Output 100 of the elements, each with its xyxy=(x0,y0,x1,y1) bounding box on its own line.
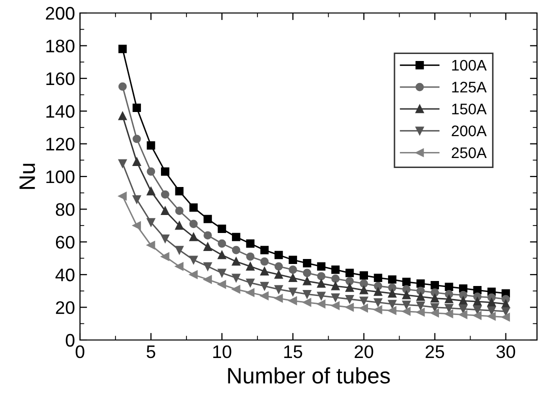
x-tick-label: 20 xyxy=(354,345,374,358)
point xyxy=(430,308,439,318)
point xyxy=(374,298,382,307)
point xyxy=(160,167,170,176)
point xyxy=(274,250,283,260)
point xyxy=(204,231,212,240)
point xyxy=(459,290,468,300)
point xyxy=(160,252,170,261)
point xyxy=(331,282,340,290)
point xyxy=(317,279,326,288)
point xyxy=(189,270,198,279)
x-tick-label: 30 xyxy=(496,345,516,358)
point xyxy=(260,267,269,276)
point xyxy=(218,280,226,289)
y-tick-label: 120 xyxy=(46,138,74,151)
legend-label: 150A xyxy=(452,104,487,114)
point xyxy=(288,288,298,296)
point xyxy=(260,282,269,290)
point xyxy=(146,141,156,150)
point xyxy=(402,300,411,310)
point xyxy=(246,278,254,287)
y-tick-label: 180 xyxy=(46,40,74,52)
point xyxy=(331,302,340,310)
point xyxy=(160,206,170,215)
point xyxy=(345,284,354,292)
point xyxy=(473,306,482,314)
point xyxy=(388,284,396,292)
point xyxy=(204,275,212,284)
point xyxy=(430,294,439,302)
point xyxy=(360,304,368,312)
y-axis-title: Nu xyxy=(20,164,36,189)
point xyxy=(132,158,141,166)
point xyxy=(204,262,212,271)
point xyxy=(317,292,326,300)
point xyxy=(487,298,496,307)
point xyxy=(146,167,156,176)
legend-label: 125A xyxy=(452,82,487,93)
point xyxy=(402,307,411,316)
point xyxy=(459,284,468,293)
point xyxy=(360,296,368,305)
y-tick-label: 140 xyxy=(46,105,74,118)
point xyxy=(246,252,254,261)
point xyxy=(132,221,141,230)
point xyxy=(430,303,439,312)
point xyxy=(345,303,354,312)
point xyxy=(218,239,226,248)
point xyxy=(118,112,127,120)
point xyxy=(232,285,240,294)
point xyxy=(118,82,127,91)
point xyxy=(360,271,368,280)
point xyxy=(345,268,354,278)
point xyxy=(260,292,269,300)
point xyxy=(430,281,439,290)
point xyxy=(246,239,254,248)
x-axis-title: Number of tubes xyxy=(228,367,390,384)
point xyxy=(317,262,326,271)
point xyxy=(118,159,127,168)
point xyxy=(175,187,184,196)
legend-label: 250A xyxy=(452,147,487,158)
point xyxy=(204,242,212,251)
point xyxy=(302,276,312,286)
point xyxy=(317,272,326,280)
point xyxy=(374,274,382,282)
point xyxy=(360,286,368,294)
y-tick-label: 40 xyxy=(55,268,74,282)
point xyxy=(487,312,496,320)
point xyxy=(288,266,298,274)
point xyxy=(345,276,354,286)
point xyxy=(189,203,198,212)
point xyxy=(288,274,298,282)
point xyxy=(246,262,254,271)
point xyxy=(388,275,396,284)
point xyxy=(331,266,340,274)
point xyxy=(118,44,127,54)
point xyxy=(430,288,439,297)
point xyxy=(374,282,382,290)
point xyxy=(218,224,226,233)
y-tick-label: 20 xyxy=(56,301,74,314)
point xyxy=(288,256,298,264)
point xyxy=(260,246,269,254)
point xyxy=(388,300,396,308)
y-tick-label: 60 xyxy=(56,236,74,249)
point xyxy=(502,307,510,316)
point xyxy=(360,279,368,288)
x-tick-label: 10 xyxy=(213,345,232,358)
point xyxy=(260,257,269,266)
point xyxy=(274,270,283,279)
point xyxy=(331,274,340,283)
point xyxy=(374,306,382,314)
legend-label: 100A xyxy=(452,60,487,71)
point xyxy=(189,220,198,228)
point xyxy=(218,268,226,278)
point xyxy=(302,258,312,268)
point xyxy=(175,206,184,215)
point xyxy=(444,282,454,292)
point xyxy=(416,302,425,310)
point xyxy=(189,256,198,264)
x-tick-label: 0 xyxy=(76,345,84,358)
point xyxy=(345,294,354,304)
point xyxy=(444,304,454,312)
